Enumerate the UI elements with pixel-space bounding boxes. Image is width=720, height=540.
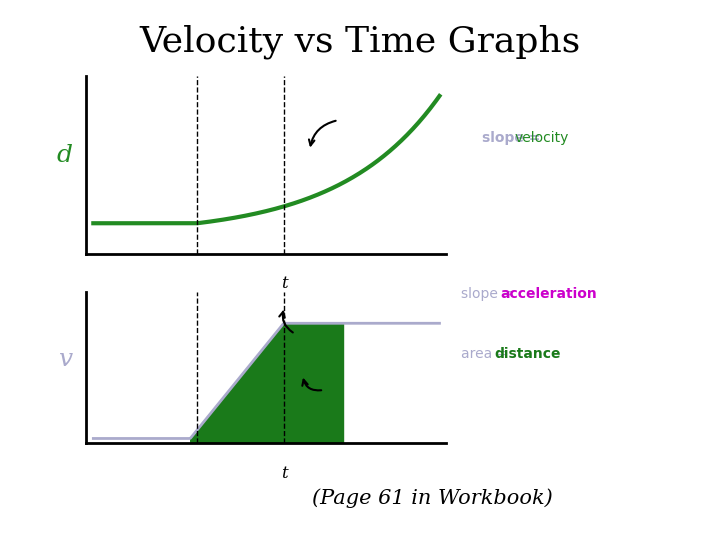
Text: d: d (57, 144, 73, 167)
Text: t: t (281, 275, 288, 292)
Text: acceleration: acceleration (500, 287, 597, 301)
Text: area =: area = (461, 347, 513, 361)
Text: v: v (58, 348, 72, 371)
Text: distance: distance (494, 347, 560, 361)
Text: Velocity vs Time Graphs: Velocity vs Time Graphs (140, 24, 580, 59)
Text: velocity: velocity (515, 131, 570, 145)
Text: (Page 61 in Workbook): (Page 61 in Workbook) (312, 488, 552, 508)
Text: t: t (281, 465, 288, 482)
Text: slope =: slope = (482, 131, 546, 145)
Text: slope =: slope = (461, 287, 518, 301)
